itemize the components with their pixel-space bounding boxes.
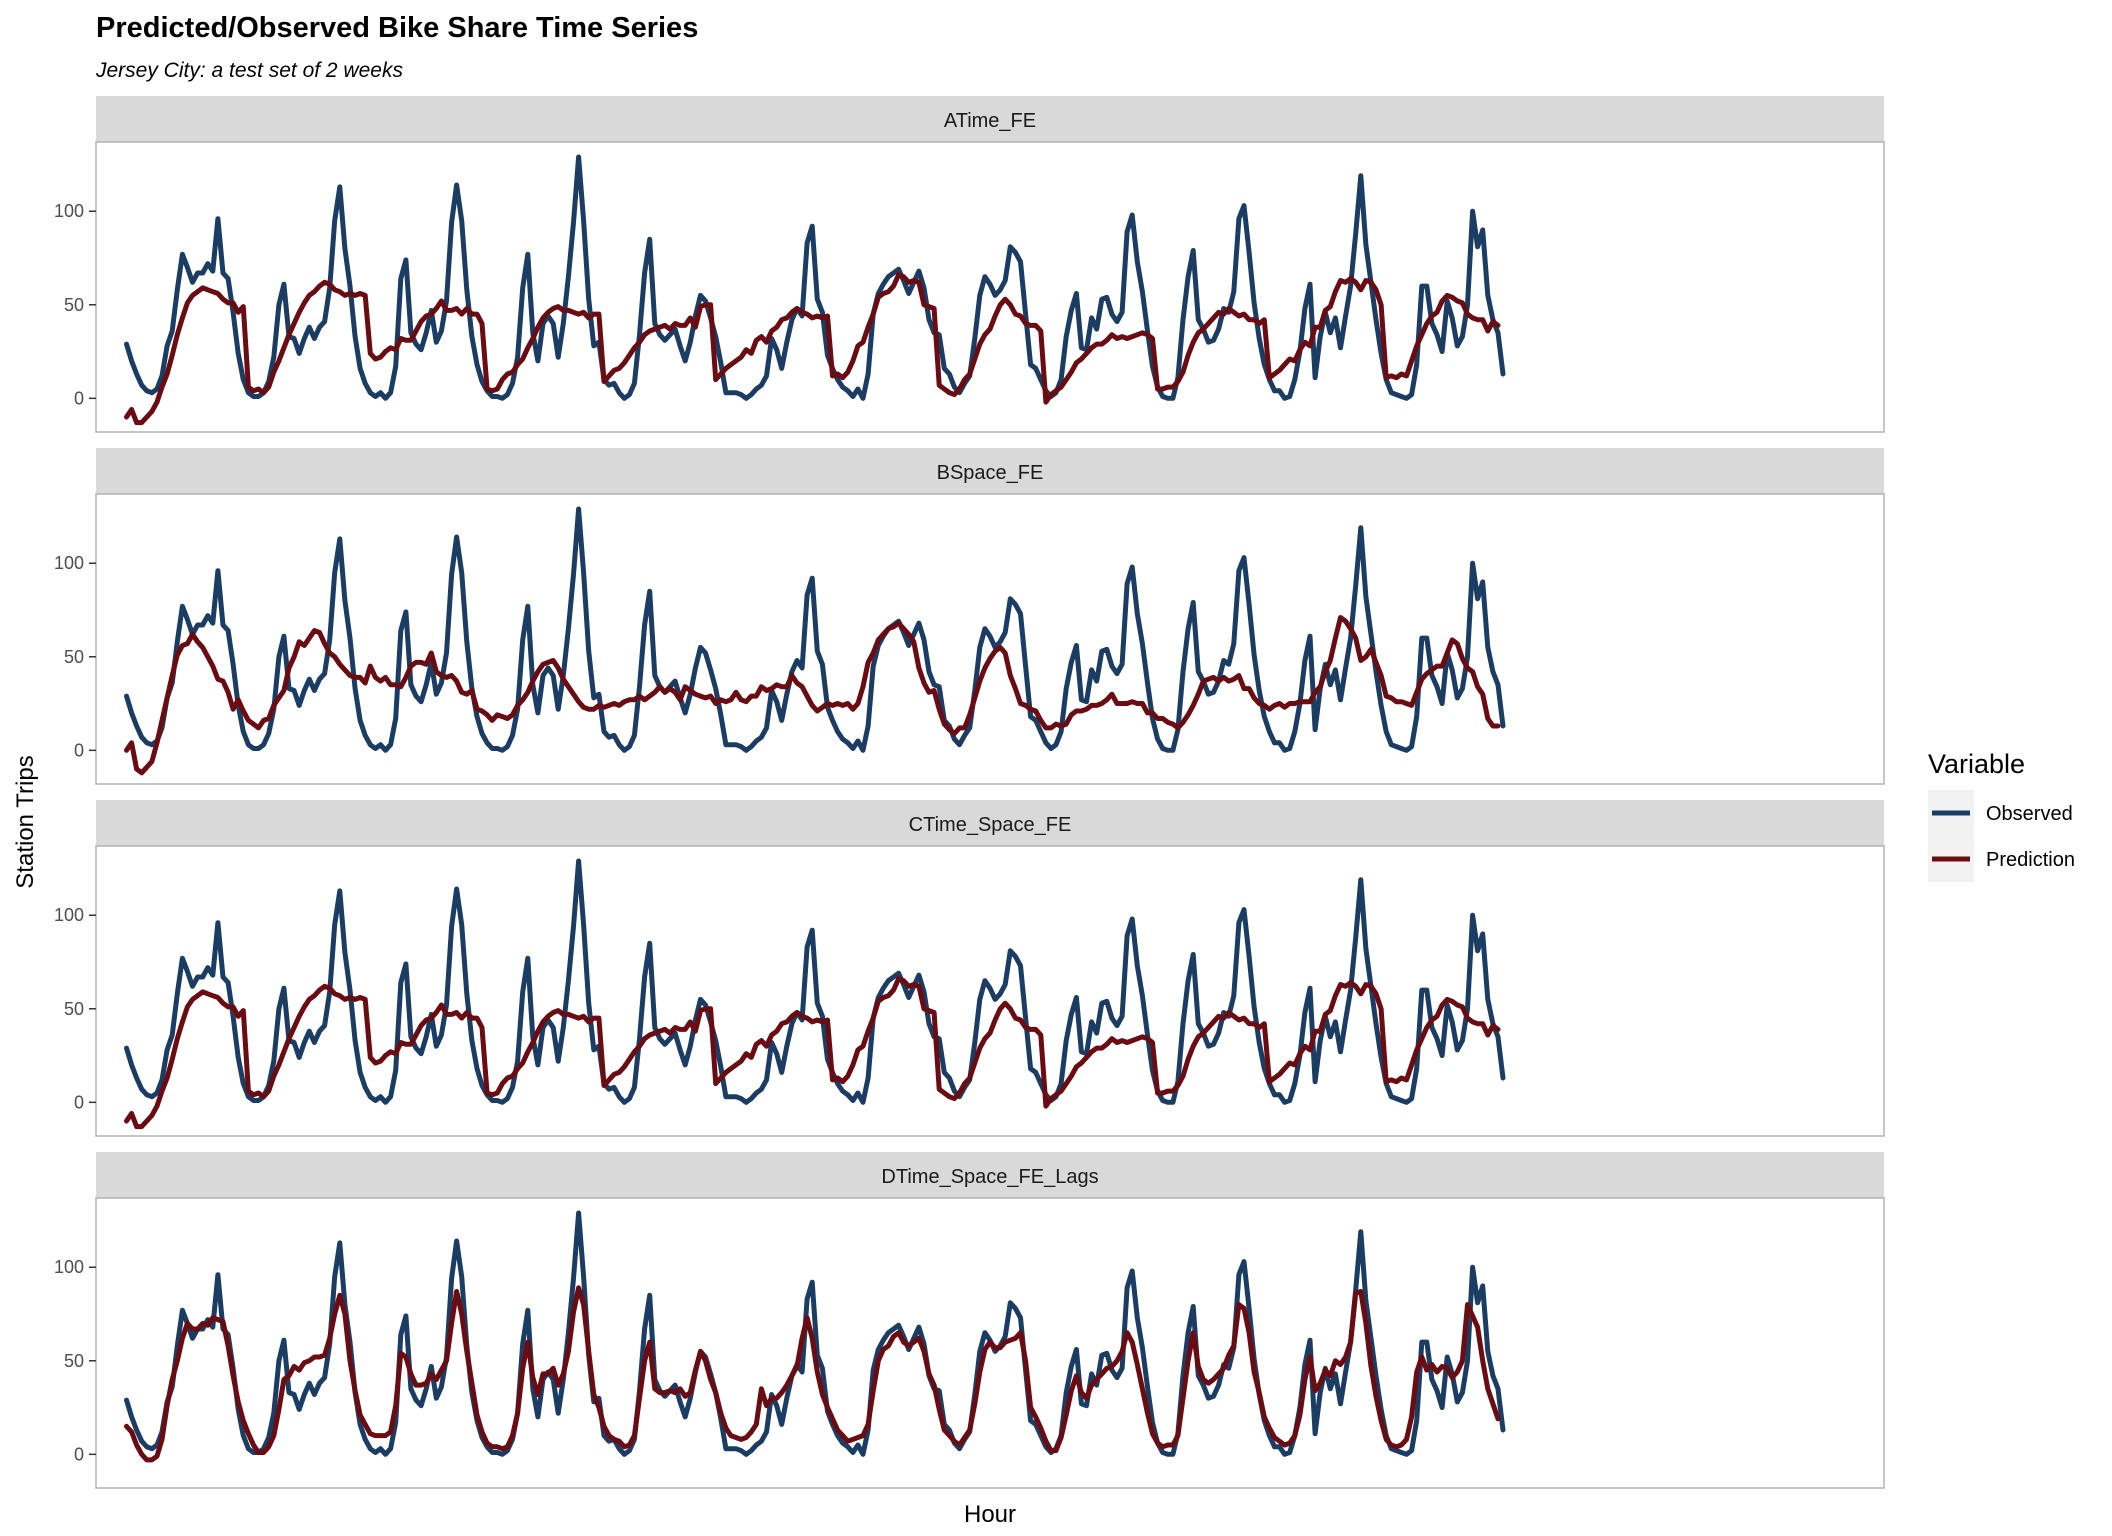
y-tick-label: 0	[74, 1092, 84, 1112]
y-tick-label: 100	[54, 905, 84, 925]
x-axis-title: Hour	[964, 1501, 1016, 1528]
facet-panel: CTime_Space_FE 0 50 100	[54, 800, 1885, 1137]
prediction-line	[124, 272, 1501, 426]
facet-strip	[96, 448, 1884, 494]
prediction-line	[124, 1285, 1501, 1463]
facet-panel: DTime_Space_FE_Lags 0 50 100	[54, 1152, 1885, 1489]
y-tick-label: 100	[54, 1257, 84, 1277]
prediction-line	[124, 615, 1501, 776]
y-tick-label: 0	[74, 1444, 84, 1464]
prediction-line	[124, 976, 1501, 1130]
facet-strip-label: CTime_Space_FE	[909, 814, 1072, 836]
observed-line	[124, 858, 1506, 1105]
y-tick-label: 50	[64, 647, 84, 667]
legend-title: Variable	[1928, 749, 2025, 779]
y-axis-title: Station Trips	[12, 755, 39, 888]
y-tick-label: 100	[54, 553, 84, 573]
observed-line	[124, 506, 1506, 753]
facet-panels: ATime_FE050100BSpace_FE050100CTime_Space…	[54, 96, 1885, 1489]
facet-strip-label: DTime_Space_FE_Lags	[881, 1166, 1098, 1188]
legend: Variable Observed Prediction	[1928, 749, 2075, 882]
facet-strip	[96, 800, 1884, 846]
facet-strip-label: ATime_FE	[944, 110, 1036, 132]
facet-strip-label: BSpace_FE	[937, 462, 1044, 484]
facet-strip	[96, 1152, 1884, 1198]
observed-line	[124, 154, 1506, 401]
chart-subtitle: Jersey City: a test set of 2 weeks	[95, 59, 403, 82]
y-tick-label: 50	[64, 295, 84, 315]
facet-strip	[96, 96, 1884, 142]
y-tick-label: 100	[54, 201, 84, 221]
facet-panel: BSpace_FE 0 50 100	[54, 448, 1885, 785]
legend-label-observed: Observed	[1986, 803, 2073, 825]
y-tick-label: 0	[74, 388, 84, 408]
facet-panel: ATime_FE 0 50 100	[54, 96, 1885, 433]
y-tick-label: 50	[64, 1351, 84, 1371]
legend-label-prediction: Prediction	[1986, 849, 2075, 871]
y-tick-label: 50	[64, 999, 84, 1019]
y-tick-label: 0	[74, 740, 84, 760]
chart-title: Predicted/Observed Bike Share Time Serie…	[96, 12, 698, 44]
